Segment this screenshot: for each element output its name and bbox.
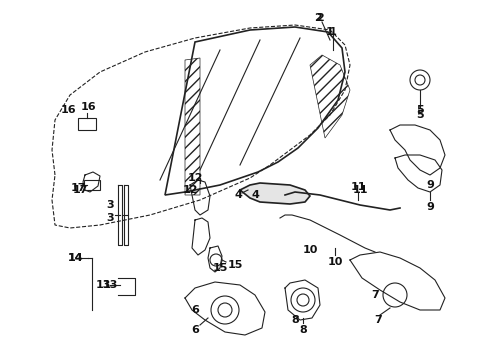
- Text: 2: 2: [314, 13, 322, 23]
- Text: 17: 17: [72, 185, 88, 195]
- Text: 12: 12: [187, 173, 203, 183]
- Text: 3: 3: [106, 213, 114, 223]
- Text: 13: 13: [96, 280, 111, 290]
- Text: 10: 10: [302, 245, 318, 255]
- Text: 17: 17: [70, 183, 86, 193]
- Text: 15: 15: [227, 260, 243, 270]
- Bar: [84, 180, 100, 190]
- Text: 7: 7: [374, 315, 382, 325]
- Text: 8: 8: [299, 325, 307, 335]
- Text: 9: 9: [426, 202, 434, 212]
- Bar: [78, 118, 96, 130]
- Text: 11: 11: [350, 182, 366, 192]
- Text: 16: 16: [60, 105, 76, 115]
- Text: 16: 16: [80, 102, 96, 112]
- Text: 8: 8: [291, 315, 299, 325]
- Text: 1: 1: [326, 27, 334, 37]
- Text: 2: 2: [316, 13, 324, 23]
- Text: 6: 6: [191, 305, 199, 315]
- Text: 11: 11: [352, 185, 368, 195]
- Text: 12: 12: [182, 185, 198, 195]
- Text: 5: 5: [416, 110, 424, 120]
- Text: 13: 13: [102, 280, 118, 290]
- Text: 7: 7: [371, 290, 379, 300]
- Text: 6: 6: [191, 325, 199, 335]
- Polygon shape: [240, 183, 310, 204]
- Text: 5: 5: [416, 105, 424, 115]
- Text: 9: 9: [426, 180, 434, 190]
- Text: 14: 14: [67, 253, 83, 263]
- Text: 15: 15: [212, 263, 228, 273]
- Text: 4: 4: [251, 190, 259, 200]
- Text: 4: 4: [234, 190, 242, 200]
- Text: 3: 3: [106, 200, 114, 210]
- Text: 14: 14: [67, 253, 83, 263]
- Text: 10: 10: [327, 257, 343, 267]
- Text: 1: 1: [330, 27, 336, 37]
